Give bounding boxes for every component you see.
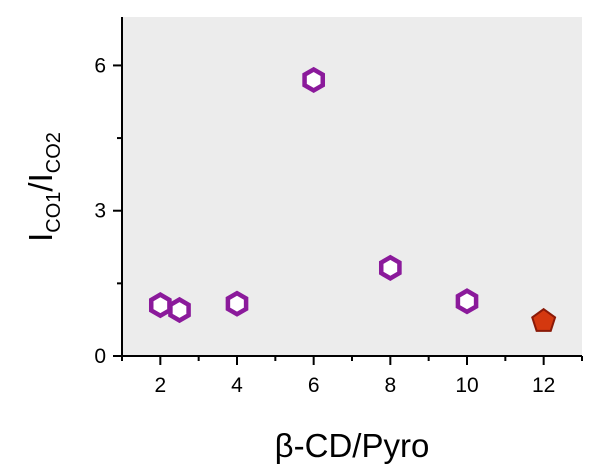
data-points	[148, 66, 557, 332]
x-tick-label: 8	[384, 374, 396, 397]
x-tick-label: 4	[231, 374, 243, 397]
x-tick-label: 10	[455, 374, 478, 397]
y-tick-label: 0	[94, 345, 106, 368]
data-point-hexagon	[168, 296, 191, 324]
y-axis-title: ICO1/ICO2	[22, 132, 65, 242]
x-tick-label: 2	[154, 374, 166, 397]
y-axis-title-sub1: CO1	[43, 192, 65, 233]
data-point-hexagon	[225, 290, 249, 317]
x-tick-label: 12	[532, 374, 555, 397]
data-point-pentagon	[531, 307, 557, 332]
plot-area	[122, 17, 582, 356]
data-point-hexagon	[378, 254, 402, 281]
y-axis-title-sub2: CO2	[43, 132, 65, 173]
axes	[113, 17, 583, 365]
data-point-hexagon	[148, 292, 172, 319]
x-tick-label: 6	[308, 374, 320, 397]
y-axis-title-sep: /I	[22, 173, 59, 191]
data-point-hexagon	[455, 288, 479, 315]
y-axis-title-main: I	[22, 233, 59, 242]
y-tick-labels: 0 3 6	[94, 54, 106, 368]
x-tick-labels: 2 4 6 8 10 12	[154, 374, 555, 397]
data-point-hexagon	[302, 66, 326, 94]
y-tick-label: 6	[94, 54, 106, 77]
x-axis-title: β-CD/Pyro	[275, 427, 430, 464]
y-tick-label: 3	[94, 200, 106, 223]
